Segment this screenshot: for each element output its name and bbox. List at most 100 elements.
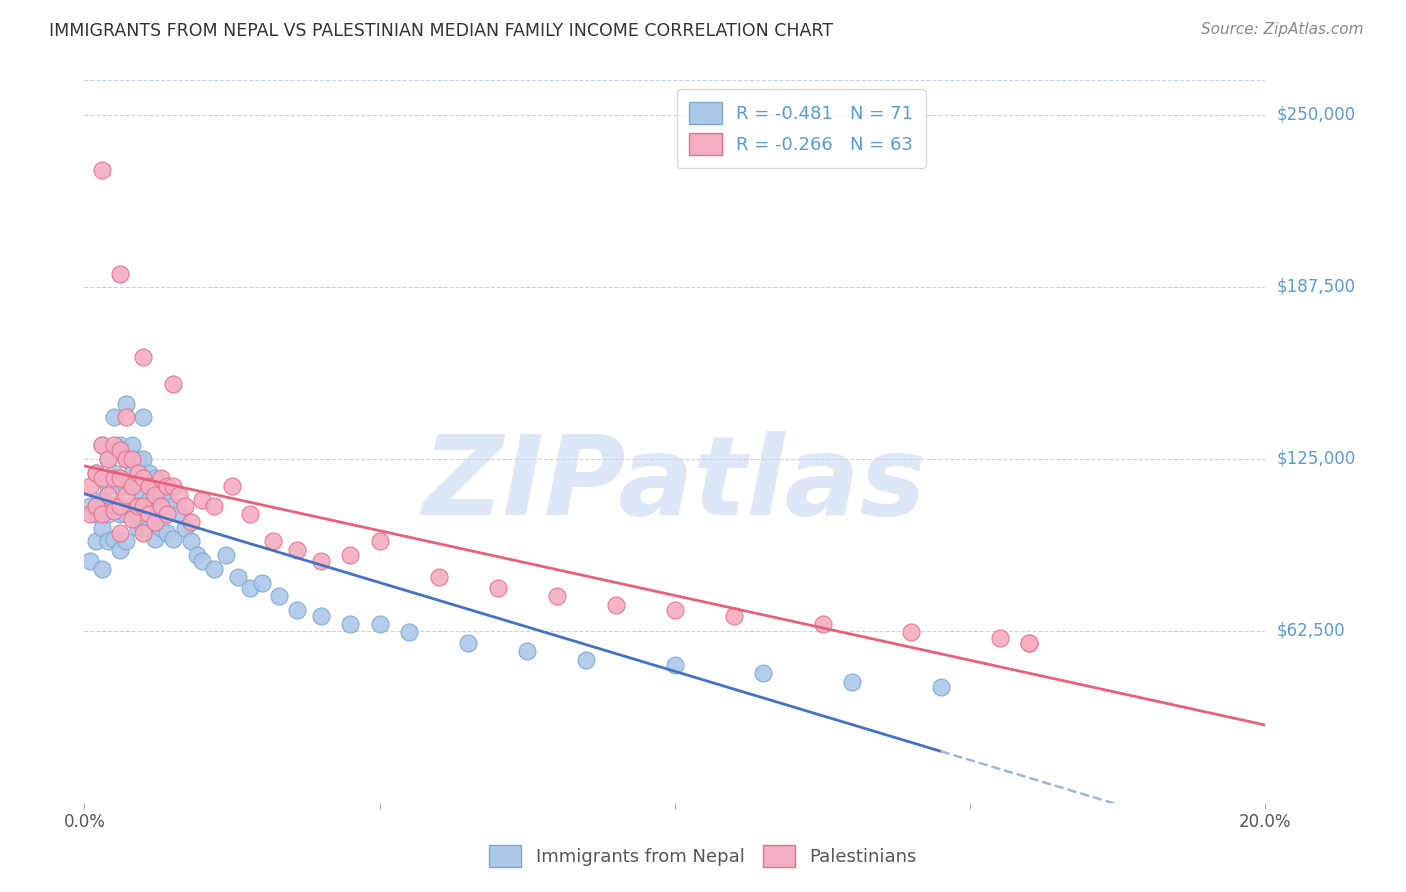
Point <box>239 507 262 521</box>
Point <box>150 471 173 485</box>
Point <box>339 616 361 631</box>
Point <box>226 570 249 584</box>
Point <box>900 625 922 640</box>
Point <box>114 507 136 521</box>
Point <box>221 479 243 493</box>
Point <box>516 644 538 658</box>
Point <box>103 410 125 425</box>
Point <box>262 534 284 549</box>
Point <box>91 507 114 521</box>
Point <box>91 520 114 534</box>
Point <box>103 466 125 480</box>
Point <box>339 548 361 562</box>
Point <box>811 616 834 631</box>
Point <box>91 471 114 485</box>
Point <box>202 499 225 513</box>
Point <box>114 487 136 501</box>
Point <box>138 479 160 493</box>
Point <box>309 608 332 623</box>
Point <box>114 534 136 549</box>
Point <box>1018 636 1040 650</box>
Point <box>108 471 131 485</box>
Point <box>91 162 114 177</box>
Point <box>575 653 598 667</box>
Point <box>121 438 143 452</box>
Point <box>457 636 479 650</box>
Point <box>108 268 131 282</box>
Point <box>368 534 391 549</box>
Point <box>108 443 131 458</box>
Point <box>121 499 143 513</box>
Point <box>121 479 143 493</box>
Point <box>84 534 107 549</box>
Point <box>150 520 173 534</box>
Point <box>127 499 149 513</box>
Point <box>114 397 136 411</box>
Point <box>79 507 101 521</box>
Point <box>108 479 131 493</box>
Point <box>84 466 107 480</box>
Point <box>138 507 160 521</box>
Point <box>127 520 149 534</box>
Text: $250,000: $250,000 <box>1277 105 1355 124</box>
Point <box>108 507 131 521</box>
Point <box>752 666 775 681</box>
Point <box>127 479 149 493</box>
Point <box>664 658 686 673</box>
Point <box>132 410 155 425</box>
Point <box>143 487 166 501</box>
Point <box>143 471 166 485</box>
Point <box>108 438 131 452</box>
Point <box>723 608 745 623</box>
Point <box>239 581 262 595</box>
Point <box>79 499 101 513</box>
Point <box>309 553 332 567</box>
Point <box>180 515 202 529</box>
Point <box>191 553 214 567</box>
Point <box>167 507 190 521</box>
Point <box>91 493 114 508</box>
Point <box>427 570 450 584</box>
Text: $187,500: $187,500 <box>1277 277 1355 296</box>
Text: IMMIGRANTS FROM NEPAL VS PALESTINIAN MEDIAN FAMILY INCOME CORRELATION CHART: IMMIGRANTS FROM NEPAL VS PALESTINIAN MED… <box>49 22 834 40</box>
Point <box>84 499 107 513</box>
Point <box>156 493 179 508</box>
Point <box>138 493 160 508</box>
Point <box>79 479 101 493</box>
Point <box>97 451 120 466</box>
Point <box>138 466 160 480</box>
Point <box>132 487 155 501</box>
Point <box>127 466 149 480</box>
Point <box>79 553 101 567</box>
Point <box>186 548 208 562</box>
Point <box>285 542 308 557</box>
Point <box>143 532 166 546</box>
Point <box>114 410 136 425</box>
Point <box>156 479 179 493</box>
Point <box>91 562 114 576</box>
Point <box>143 499 166 513</box>
Text: $62,500: $62,500 <box>1277 622 1346 640</box>
Point <box>929 680 952 694</box>
Point <box>150 487 173 501</box>
Point <box>841 674 863 689</box>
Point <box>162 532 184 546</box>
Point <box>162 377 184 392</box>
Point <box>97 487 120 501</box>
Point <box>398 625 420 640</box>
Point <box>156 507 179 521</box>
Point <box>285 603 308 617</box>
Point <box>143 515 166 529</box>
Text: Source: ZipAtlas.com: Source: ZipAtlas.com <box>1201 22 1364 37</box>
Point <box>132 451 155 466</box>
Point <box>664 603 686 617</box>
Point <box>114 451 136 466</box>
Point <box>162 499 184 513</box>
Point <box>97 451 120 466</box>
Point <box>605 598 627 612</box>
Point <box>97 507 120 521</box>
Point <box>121 466 143 480</box>
Point <box>167 487 190 501</box>
Point <box>132 526 155 541</box>
Point <box>486 581 509 595</box>
